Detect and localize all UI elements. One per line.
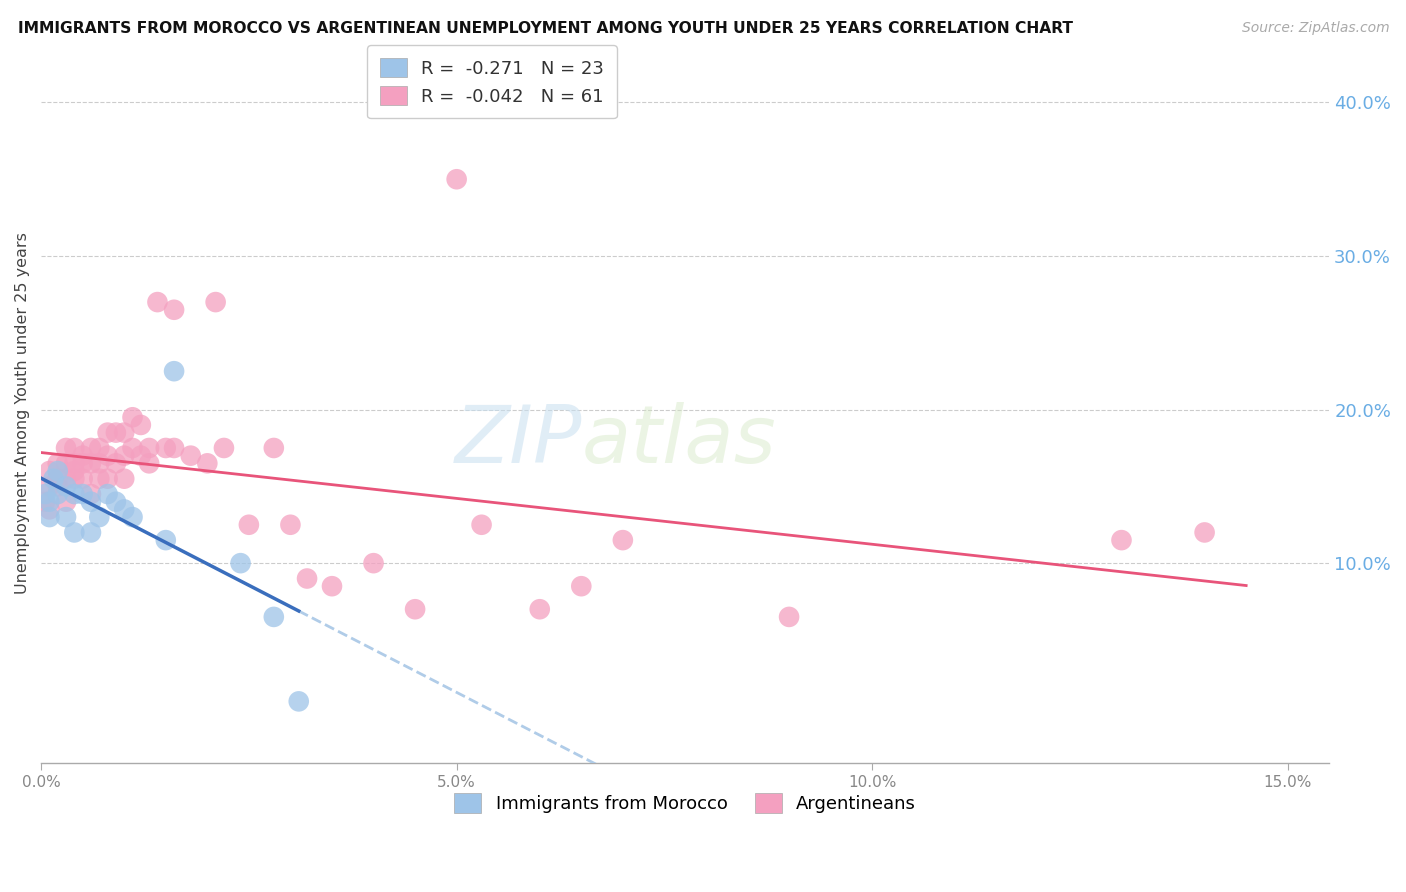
Point xyxy=(104,494,127,508)
Point xyxy=(121,410,143,425)
Point xyxy=(55,479,77,493)
Point xyxy=(569,579,592,593)
Point xyxy=(146,295,169,310)
Point xyxy=(63,472,86,486)
Point xyxy=(363,556,385,570)
Point xyxy=(55,494,77,508)
Point xyxy=(46,487,69,501)
Point xyxy=(97,487,120,501)
Point xyxy=(80,441,103,455)
Point xyxy=(1111,533,1133,548)
Point xyxy=(295,572,318,586)
Point xyxy=(163,364,186,378)
Point xyxy=(163,302,186,317)
Point xyxy=(404,602,426,616)
Point xyxy=(55,456,77,470)
Point xyxy=(80,525,103,540)
Text: atlas: atlas xyxy=(582,402,778,481)
Point xyxy=(287,694,309,708)
Point xyxy=(163,441,186,455)
Point xyxy=(55,510,77,524)
Point xyxy=(104,425,127,440)
Point xyxy=(1194,525,1216,540)
Point xyxy=(121,510,143,524)
Point xyxy=(155,533,177,548)
Point xyxy=(89,456,111,470)
Point xyxy=(55,441,77,455)
Point xyxy=(112,449,135,463)
Point xyxy=(529,602,551,616)
Point xyxy=(612,533,634,548)
Point xyxy=(778,610,800,624)
Point xyxy=(263,441,285,455)
Point xyxy=(104,456,127,470)
Point xyxy=(38,494,60,508)
Point xyxy=(129,417,152,432)
Point xyxy=(121,441,143,455)
Point xyxy=(97,425,120,440)
Point xyxy=(63,464,86,478)
Point xyxy=(38,510,60,524)
Point xyxy=(180,449,202,463)
Point xyxy=(34,487,56,501)
Point xyxy=(112,502,135,516)
Point xyxy=(138,456,160,470)
Point xyxy=(72,487,94,501)
Point xyxy=(80,494,103,508)
Point xyxy=(46,479,69,493)
Point xyxy=(34,494,56,508)
Point xyxy=(280,517,302,532)
Point xyxy=(46,464,69,478)
Point xyxy=(63,441,86,455)
Point xyxy=(80,456,103,470)
Point xyxy=(38,502,60,516)
Point xyxy=(46,456,69,470)
Y-axis label: Unemployment Among Youth under 25 years: Unemployment Among Youth under 25 years xyxy=(15,233,30,594)
Point xyxy=(155,441,177,455)
Point xyxy=(97,449,120,463)
Point xyxy=(229,556,252,570)
Point xyxy=(89,510,111,524)
Point xyxy=(129,449,152,463)
Point xyxy=(38,479,60,493)
Point xyxy=(238,517,260,532)
Point xyxy=(212,441,235,455)
Text: ZIP: ZIP xyxy=(454,402,582,481)
Text: Source: ZipAtlas.com: Source: ZipAtlas.com xyxy=(1241,21,1389,35)
Point xyxy=(72,472,94,486)
Point xyxy=(89,472,111,486)
Point xyxy=(195,456,218,470)
Point xyxy=(446,172,468,186)
Point xyxy=(263,610,285,624)
Point xyxy=(72,449,94,463)
Point xyxy=(89,441,111,455)
Point xyxy=(97,472,120,486)
Point xyxy=(42,472,65,486)
Point xyxy=(204,295,226,310)
Legend: Immigrants from Morocco, Argentineans: Immigrants from Morocco, Argentineans xyxy=(447,786,924,820)
Point xyxy=(471,517,494,532)
Point xyxy=(38,464,60,478)
Point xyxy=(72,456,94,470)
Point xyxy=(63,525,86,540)
Text: IMMIGRANTS FROM MOROCCO VS ARGENTINEAN UNEMPLOYMENT AMONG YOUTH UNDER 25 YEARS C: IMMIGRANTS FROM MOROCCO VS ARGENTINEAN U… xyxy=(18,21,1073,36)
Point xyxy=(80,487,103,501)
Point xyxy=(55,472,77,486)
Point xyxy=(321,579,343,593)
Point xyxy=(46,472,69,486)
Point xyxy=(63,487,86,501)
Point xyxy=(112,425,135,440)
Point xyxy=(63,456,86,470)
Point xyxy=(138,441,160,455)
Point xyxy=(112,472,135,486)
